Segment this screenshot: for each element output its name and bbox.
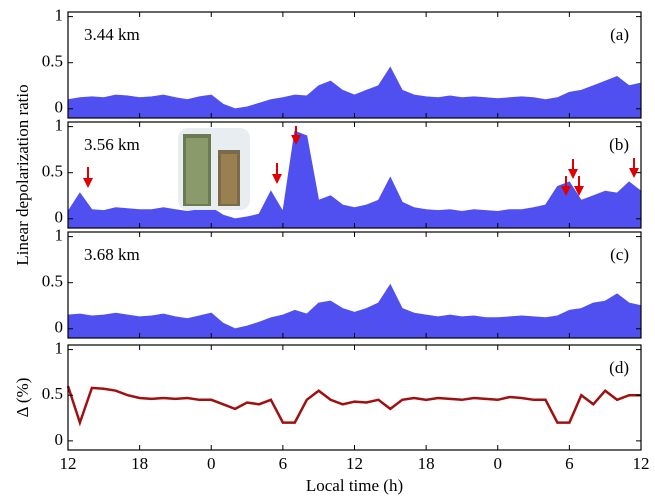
y-tick-label: 0.5 xyxy=(42,52,63,71)
panel-letter: (c) xyxy=(610,245,629,264)
x-tick-label: 12 xyxy=(346,454,363,473)
x-tick-label: 18 xyxy=(131,454,148,473)
line xyxy=(66,385,641,427)
area xyxy=(67,66,642,119)
y-tick-label: 1 xyxy=(55,226,64,245)
y-tick-label: 0 xyxy=(55,208,64,227)
area xyxy=(67,283,642,339)
panel-height-label: 3.44 km xyxy=(84,25,140,44)
x-tick-label: 12 xyxy=(60,454,77,473)
x-tick-label: 6 xyxy=(565,454,574,473)
y-tick-label: 0.5 xyxy=(42,272,63,291)
x-tick-label: 0 xyxy=(494,454,503,473)
x-tick-label: 6 xyxy=(279,454,288,473)
y-tick-label: 1 xyxy=(55,338,64,357)
y-axis-label: Linear depolarization ratio xyxy=(13,84,32,265)
y-tick-label: 0 xyxy=(55,98,64,117)
panel-letter: (b) xyxy=(609,135,629,154)
x-tick-label: 18 xyxy=(418,454,435,473)
y-tick-label: 0 xyxy=(55,430,64,449)
panel-height-label: 3.68 km xyxy=(84,245,140,264)
x-axis-label: Local time (h) xyxy=(306,476,403,495)
x-tick-label: 12 xyxy=(633,454,650,473)
x-tick-label: 0 xyxy=(207,454,216,473)
arrows xyxy=(83,126,639,196)
panel-letter: (a) xyxy=(610,25,629,44)
y-tick-label: 1 xyxy=(55,116,64,135)
photo-inset xyxy=(178,128,250,210)
area xyxy=(67,130,642,229)
y-tick-label: 0.5 xyxy=(42,162,63,181)
y-tick-label: 0 xyxy=(55,318,64,337)
panel-height-label: 3.56 km xyxy=(84,135,140,154)
y-tick-label: 0.5 xyxy=(42,384,63,403)
panel-letter: (d) xyxy=(609,358,629,377)
y-axis-label: Δ (%) xyxy=(13,378,32,418)
y-tick-label: 1 xyxy=(55,6,64,25)
